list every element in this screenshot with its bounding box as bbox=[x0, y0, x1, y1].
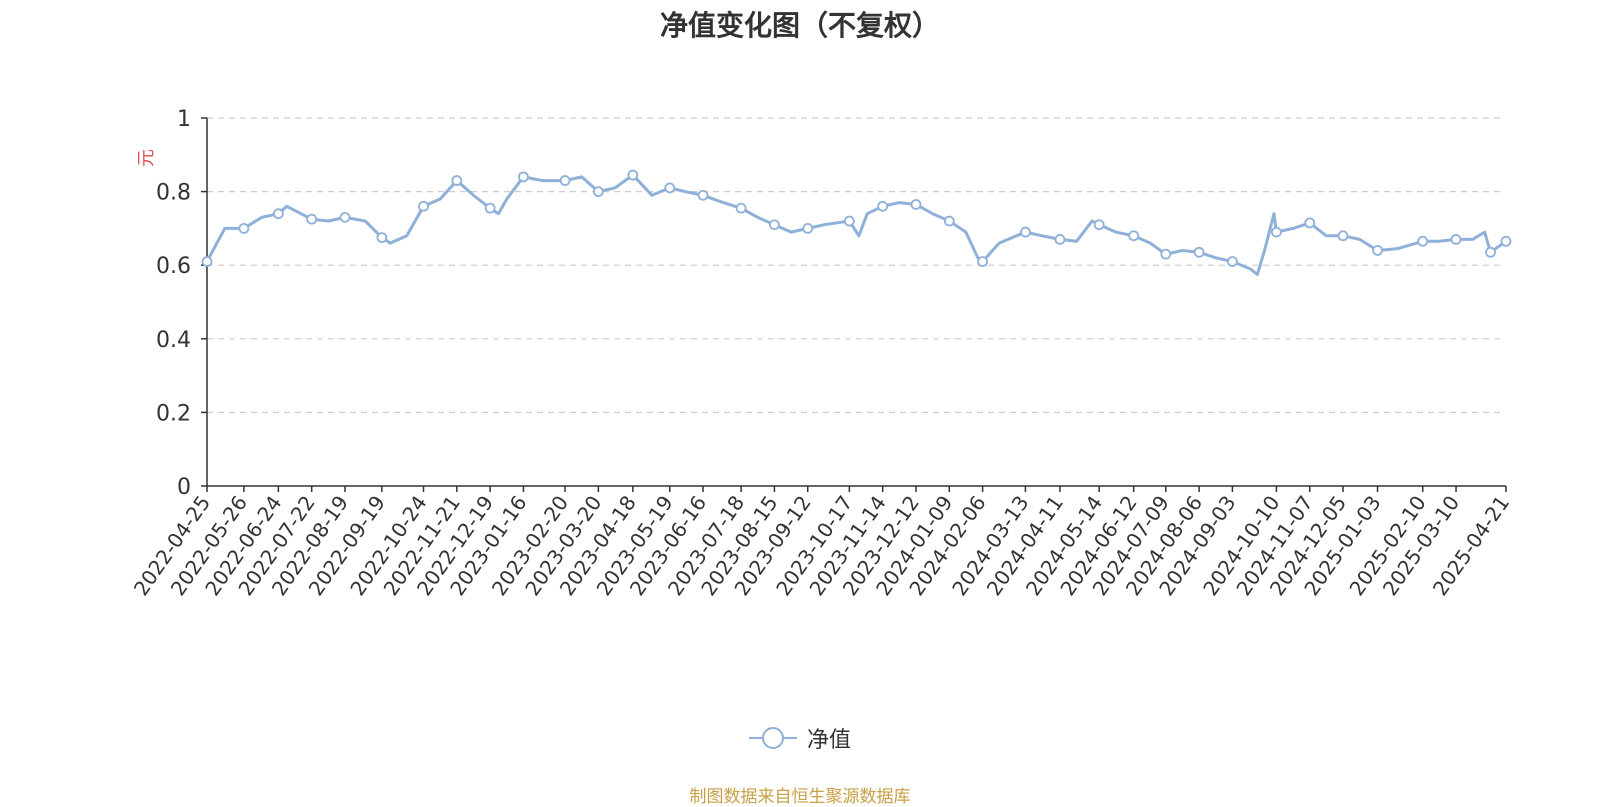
data-point bbox=[977, 256, 988, 267]
data-point bbox=[518, 171, 529, 183]
data-point bbox=[1337, 230, 1349, 242]
data-point bbox=[697, 189, 709, 201]
data-point bbox=[1193, 246, 1205, 258]
data-point bbox=[943, 215, 955, 227]
data-point bbox=[910, 199, 922, 210]
data-point bbox=[627, 169, 639, 181]
data-point bbox=[1020, 226, 1031, 238]
data-point bbox=[201, 256, 213, 267]
legend-entry-nav[interactable]: 净值 bbox=[748, 722, 851, 754]
axes bbox=[201, 117, 1507, 492]
data-point bbox=[1500, 235, 1512, 247]
data-point bbox=[1271, 226, 1282, 238]
data-point bbox=[238, 222, 250, 234]
data-point bbox=[559, 175, 571, 186]
grid-lines bbox=[207, 117, 1500, 413]
data-point bbox=[1054, 234, 1066, 245]
marker-layer bbox=[201, 169, 1512, 267]
data-point bbox=[272, 208, 284, 220]
data-point bbox=[802, 222, 814, 234]
data-point bbox=[769, 219, 780, 231]
data-source-note: 制图数据来自恒生聚源数据库 bbox=[689, 787, 911, 807]
data-point bbox=[1372, 245, 1383, 256]
data-point bbox=[1485, 246, 1496, 258]
data-point bbox=[664, 182, 676, 194]
y-axis-label: 元 bbox=[136, 149, 157, 167]
legend-label: 净值 bbox=[806, 728, 851, 753]
data-point bbox=[1160, 248, 1172, 260]
tick-labels: 00.20.40.60.812022-04-252022-05-262022-0… bbox=[129, 107, 1514, 600]
chart-title: 净值变化图（不复权） bbox=[659, 9, 940, 42]
y-tick-label: 1 bbox=[177, 107, 191, 132]
data-point bbox=[592, 186, 604, 198]
data-point bbox=[843, 215, 855, 227]
legend-marker-icon bbox=[748, 727, 797, 749]
data-point bbox=[451, 175, 463, 186]
y-tick-label: 0 bbox=[177, 475, 191, 500]
data-point bbox=[1128, 230, 1140, 242]
data-point bbox=[735, 202, 747, 214]
legend[interactable]: 净值 bbox=[0, 722, 1600, 756]
data-point bbox=[306, 213, 318, 225]
data-point bbox=[339, 211, 351, 223]
y-tick-label: 0.8 bbox=[156, 181, 191, 206]
y-tick-label: 0.2 bbox=[156, 401, 191, 426]
y-tick-label: 0.4 bbox=[156, 328, 191, 353]
data-point bbox=[877, 200, 889, 212]
data-point bbox=[1227, 256, 1238, 267]
data-point bbox=[1417, 235, 1429, 247]
data-point bbox=[418, 200, 429, 212]
data-point bbox=[1304, 217, 1316, 229]
data-point bbox=[484, 202, 496, 214]
data-point bbox=[376, 232, 388, 244]
y-tick-label: 0.6 bbox=[156, 254, 191, 279]
data-point bbox=[1093, 219, 1105, 231]
data-point bbox=[1450, 234, 1462, 245]
